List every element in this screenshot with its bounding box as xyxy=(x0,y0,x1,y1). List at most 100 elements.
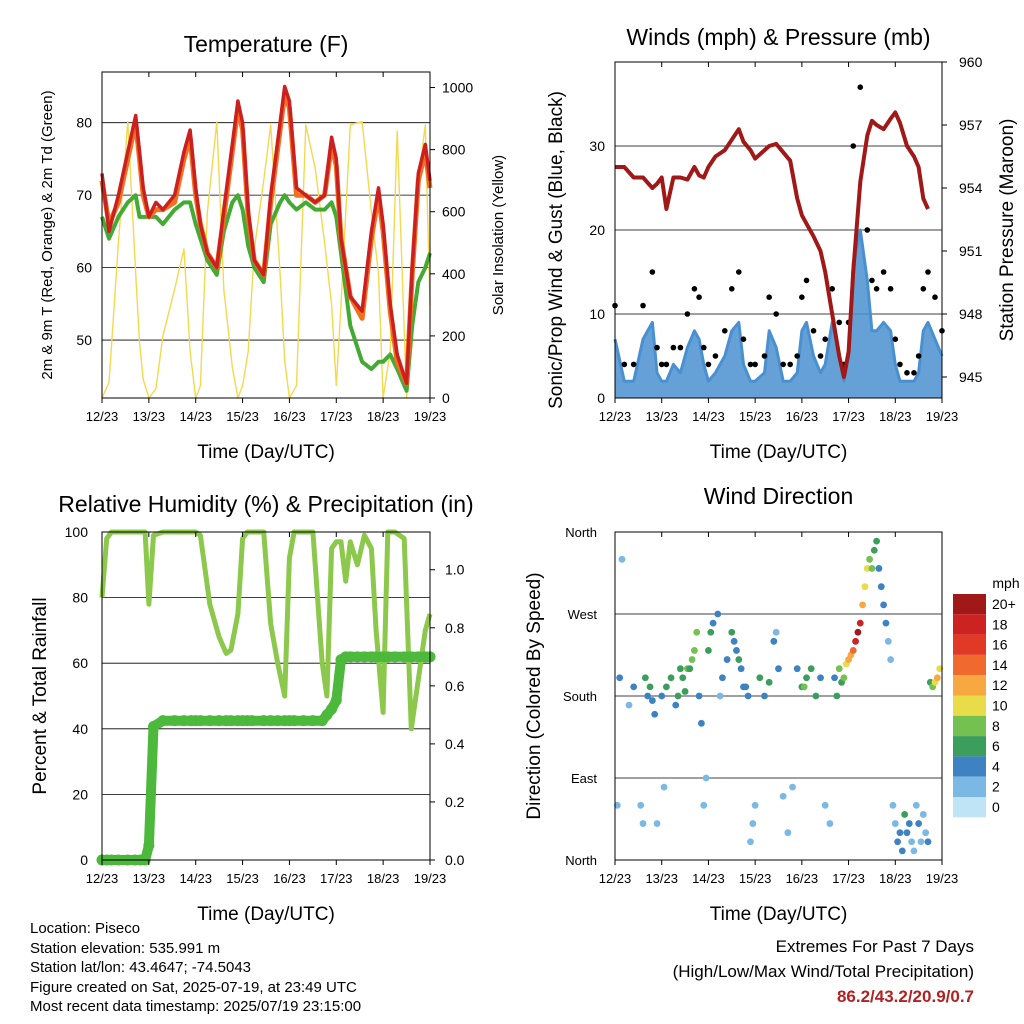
direction-title: Wind Direction xyxy=(704,483,854,509)
extremes-block: Extremes For Past 7 Days (High/Low/Max W… xyxy=(673,934,974,1009)
direction-xtick-label: 14/23 xyxy=(692,871,725,886)
winds-ytick-label: 30 xyxy=(589,138,605,154)
temperature-y2tick-label: 600 xyxy=(442,204,466,220)
legend-swatch xyxy=(953,797,986,818)
extremes-values: 86.2/43.2/20.9/0.7 xyxy=(836,987,974,1006)
direction-xtick-label: 12/23 xyxy=(599,871,632,886)
precipitation-point xyxy=(169,715,181,727)
direction-point xyxy=(747,838,754,846)
direction-point xyxy=(772,628,780,636)
gust-point xyxy=(904,370,910,376)
direction-point xyxy=(831,674,838,682)
direction-point xyxy=(686,665,694,673)
temperature-xtick-label: 16/23 xyxy=(273,409,306,424)
legend-swatch xyxy=(953,675,986,696)
humidity-xtick-label: 19/23 xyxy=(414,871,447,886)
gust-point xyxy=(817,353,824,359)
gust-point xyxy=(787,361,793,368)
direction-point xyxy=(653,820,661,827)
station-latlon: Station lat/lon: 43.4647; -74.5043 xyxy=(30,959,252,976)
temperature-y2tick-label: 1000 xyxy=(442,80,473,96)
gust-point xyxy=(892,336,899,343)
direction-point xyxy=(707,628,715,636)
direction-point xyxy=(884,637,892,645)
humidity-ytick-label: 80 xyxy=(72,590,88,606)
humidity-y2tick-label: 0.4 xyxy=(445,736,465,752)
humidity-xtick-label: 12/23 xyxy=(86,871,119,886)
winds-xtick-label: 16/23 xyxy=(786,409,819,424)
direction-point xyxy=(877,583,885,591)
humidity-xlabel: Time (Day/UTC) xyxy=(197,904,335,925)
direction-point xyxy=(672,701,680,709)
direction-point xyxy=(742,683,750,691)
solar-insolation-line xyxy=(101,120,431,399)
direction-point xyxy=(922,829,930,837)
humidity-ytick-label: 40 xyxy=(72,721,88,737)
direction-point xyxy=(833,692,841,700)
gust-point xyxy=(740,336,747,343)
gust-point xyxy=(897,361,903,368)
direction-point xyxy=(821,801,829,809)
gust-point xyxy=(799,294,805,301)
legend-swatch xyxy=(953,776,986,797)
direction-point xyxy=(641,674,649,682)
gust-point xyxy=(822,336,829,343)
gust-point xyxy=(658,361,665,368)
precipitation-point xyxy=(307,715,319,727)
humidity-xtick-label: 16/23 xyxy=(273,871,306,886)
direction-point xyxy=(873,537,880,545)
winds-xtick-label: 15/23 xyxy=(739,409,772,424)
gust-point xyxy=(780,361,786,368)
direction-point xyxy=(870,546,878,554)
direction-point xyxy=(917,838,925,846)
gust-point xyxy=(773,311,779,317)
direction-point xyxy=(803,674,810,682)
direction-point xyxy=(646,683,654,691)
winds-xtick-label: 13/23 xyxy=(645,409,678,424)
direction-point xyxy=(749,820,757,827)
temperature-y2label: Solar Insolation (Yellow) xyxy=(490,155,507,315)
direction-point xyxy=(667,674,675,682)
direction-point xyxy=(891,820,899,827)
direction-point xyxy=(625,701,633,709)
direction-point xyxy=(896,829,904,837)
direction-point xyxy=(695,692,703,700)
humidity-xtick-label: 13/23 xyxy=(133,871,166,886)
gust-point xyxy=(654,344,660,351)
direction-point xyxy=(905,820,913,827)
humidity-y2tick-label: 0.6 xyxy=(445,678,465,694)
direction-point xyxy=(919,811,927,818)
temperature-ylabel: 2m & 9m T (Red, Orange) & 2m Td (Green) xyxy=(39,90,56,379)
gust-point xyxy=(691,286,698,292)
temperature-y2tick-label: 0 xyxy=(442,390,450,406)
gust-point xyxy=(864,227,871,233)
direction-point xyxy=(880,601,888,609)
direction-point xyxy=(723,656,731,663)
temperature-plot-frame xyxy=(101,71,431,399)
speed-legend: mph 20+ 18 16 14 12 10 8 6 4 2 0 xyxy=(953,575,1020,818)
direction-point xyxy=(793,665,801,673)
direction-point xyxy=(933,674,941,682)
gust-point xyxy=(735,269,742,275)
humidity-y2tick-label: 0.8 xyxy=(445,620,465,636)
direction-ytick-label: East xyxy=(571,771,597,786)
precipitation-point xyxy=(326,703,338,715)
direction-point xyxy=(728,628,736,636)
humidity-xtick-label: 17/23 xyxy=(320,871,353,886)
direction-point xyxy=(681,688,689,695)
gust-point xyxy=(747,361,754,368)
gust-point xyxy=(649,269,656,275)
temperature-xlabel: Time (Day/UTC) xyxy=(197,442,335,463)
direction-xlabel: Time (Day/UTC) xyxy=(710,904,848,925)
humidity-line xyxy=(99,529,433,732)
gust-point xyxy=(850,143,857,149)
direction-point xyxy=(702,774,710,782)
direction-point xyxy=(730,637,738,645)
gust-point xyxy=(700,344,707,351)
direction-point xyxy=(709,619,717,627)
gust-point xyxy=(766,294,772,301)
legend-title: mph xyxy=(992,575,1019,591)
winds-y2tick-label: 954 xyxy=(959,180,983,196)
humidity-ytick-label: 0 xyxy=(80,852,88,868)
